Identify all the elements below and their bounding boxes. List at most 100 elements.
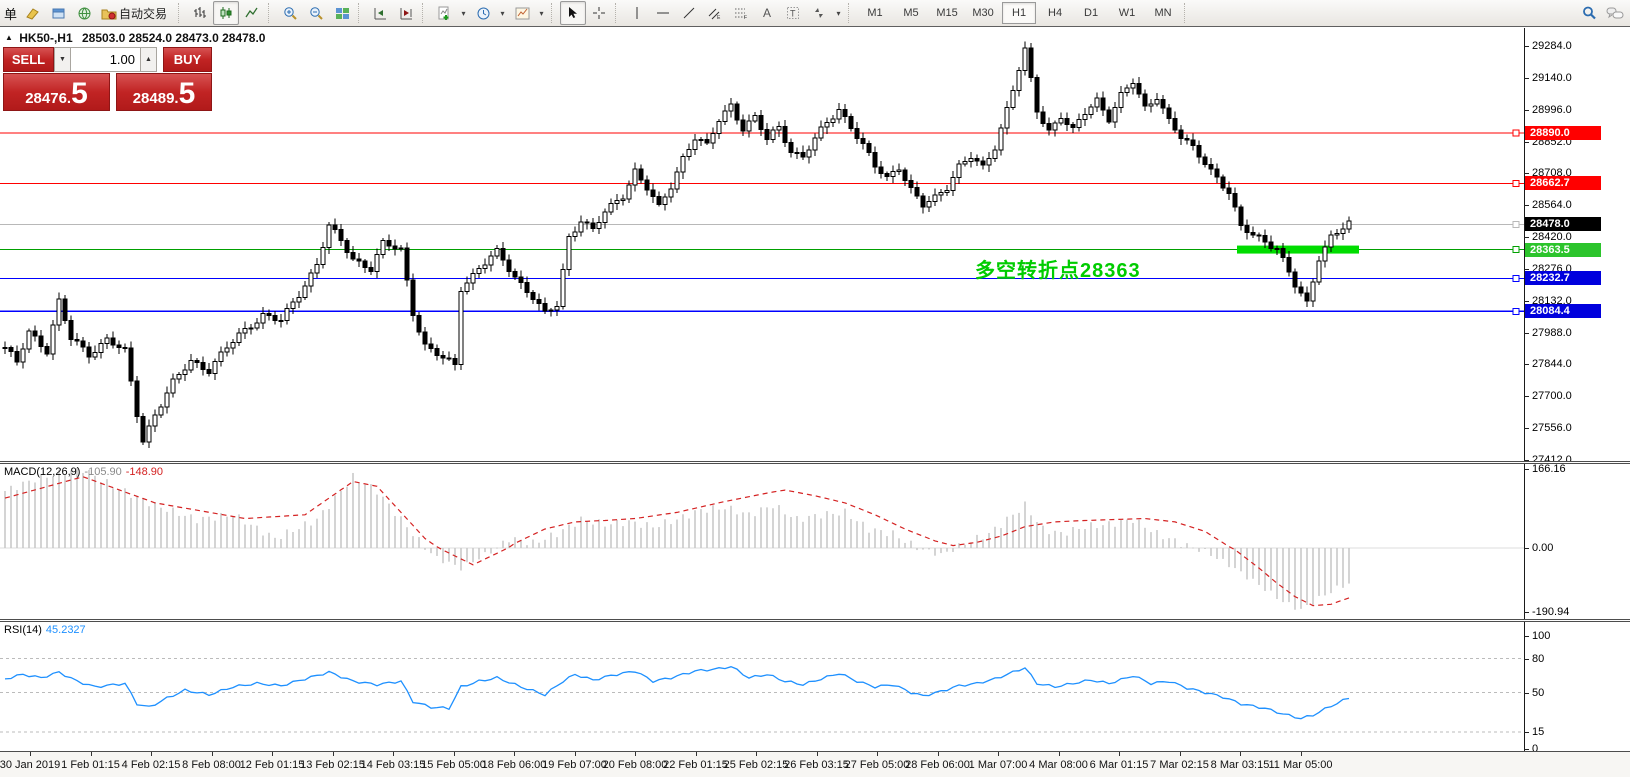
timeframe-d1[interactable]: D1 xyxy=(1084,7,1099,19)
level-price-badge: 28662.7 xyxy=(1525,176,1601,191)
toolbar-separator xyxy=(848,3,854,23)
time-tick-mark xyxy=(151,752,152,756)
time-tick-label: 1 Feb 01:15 xyxy=(61,759,120,771)
rsi-tick-label: 0 xyxy=(1532,743,1539,755)
auto-scroll-button[interactable] xyxy=(367,1,393,25)
time-tick-mark xyxy=(211,752,213,756)
rsi-tick-mark xyxy=(1524,658,1529,660)
time-tick-label: 18 Feb 06:00 xyxy=(481,759,547,771)
templates-dropdown[interactable]: ▾ xyxy=(539,8,544,18)
chart-shift-button[interactable] xyxy=(393,1,419,25)
periods-dropdown[interactable]: ▾ xyxy=(500,8,505,18)
time-tick-label: 8 Feb 08:00 xyxy=(182,759,241,771)
toolbar-separator xyxy=(178,3,184,23)
vertical-line-button[interactable] xyxy=(624,1,650,25)
current-price-badge: 28478.0 xyxy=(1525,217,1601,232)
price-tick-mark xyxy=(1524,46,1529,47)
macd-pane: MACD(12,26,9) -105.90 -148.90 xyxy=(0,464,1630,619)
indicators-dropdown[interactable]: ▾ xyxy=(461,8,466,18)
arrows-dropdown[interactable]: ▾ xyxy=(836,8,841,18)
timeframe-h4[interactable]: H4 xyxy=(1048,7,1063,19)
price-tick-mark xyxy=(1524,77,1529,79)
toolbar-separator xyxy=(1184,3,1190,23)
indicators-button[interactable] xyxy=(431,1,457,25)
macd-tick-label: -190.94 xyxy=(1532,605,1570,618)
globe-icon[interactable] xyxy=(71,1,97,25)
sell-price-main: 28476 xyxy=(25,90,67,107)
collapse-marker-icon[interactable]: ▲ xyxy=(5,33,13,42)
templates-button[interactable] xyxy=(509,1,535,25)
timeframe-m30[interactable]: M30 xyxy=(972,7,994,19)
rsi-tick-label: 15 xyxy=(1532,726,1545,739)
time-tick-label: 19 Feb 07:00 xyxy=(542,759,607,771)
line-chart-button[interactable] xyxy=(239,1,265,25)
sell-button[interactable]: SELL xyxy=(3,47,54,72)
time-tick-mark xyxy=(937,752,939,756)
volume-increase-button[interactable]: ▲ xyxy=(140,47,157,72)
candlestick-chart-button[interactable] xyxy=(213,1,240,25)
buy-price[interactable]: 28489. 5 xyxy=(116,73,212,111)
symbol-period: HK50-,H1 xyxy=(19,31,73,45)
new-order-button[interactable]: 单 xyxy=(4,6,18,22)
svg-text:T: T xyxy=(790,9,796,19)
trendline-button[interactable] xyxy=(676,1,702,25)
buy-button[interactable]: BUY xyxy=(163,47,212,72)
price-tick-mark xyxy=(1524,205,1529,207)
chat-icon[interactable] xyxy=(1602,1,1628,25)
time-tick-mark xyxy=(30,752,31,756)
timeframe-m5[interactable]: M5 xyxy=(903,7,919,19)
buy-price-sep: . xyxy=(174,90,179,107)
timeframe-mn[interactable]: MN xyxy=(1154,7,1172,19)
time-tick-mark xyxy=(90,752,92,756)
rsi-name: RSI(14) xyxy=(4,624,42,636)
fibonacci-button[interactable]: F xyxy=(728,1,754,25)
timeframe-m15[interactable]: M15 xyxy=(936,7,958,19)
crosshair-button[interactable] xyxy=(586,1,612,25)
time-tick-label: 25 Feb 02:15 xyxy=(723,759,789,771)
timeframe-m1[interactable]: M1 xyxy=(867,7,883,19)
time-tick-label: 7 Mar 02:15 xyxy=(1150,759,1209,771)
pane-divider[interactable] xyxy=(0,619,1630,622)
autotrading-icon xyxy=(101,9,117,19)
time-tick-label: 4 Feb 02:15 xyxy=(121,759,181,771)
data-window-icon[interactable] xyxy=(45,1,71,25)
bar-chart-button[interactable] xyxy=(187,1,213,25)
rsi-tick-mark xyxy=(1524,732,1529,734)
price-tick-mark xyxy=(1524,332,1529,334)
price-tick-mark xyxy=(1524,173,1529,175)
timeframe-toolbar: M1 M5 M15 M30 H1 H4 D1 W1 MN xyxy=(857,0,1181,26)
pane-divider[interactable] xyxy=(0,461,1630,464)
sell-price[interactable]: 28476. 5 xyxy=(3,73,110,111)
cursor-button[interactable] xyxy=(560,1,587,25)
autotrading-button[interactable]: 自动交易 xyxy=(97,1,175,25)
search-icon[interactable] xyxy=(1576,1,1602,25)
pivot-annotation: 多空转折点28363 xyxy=(975,259,1141,282)
price-tick-label: 27844.0 xyxy=(1532,358,1572,371)
timeframe-w1[interactable]: W1 xyxy=(1118,7,1136,19)
periods-button[interactable] xyxy=(470,1,496,25)
zoom-in-button[interactable] xyxy=(277,1,303,25)
level-price-badge: 28232.7 xyxy=(1525,271,1601,286)
volume-decrease-button[interactable]: ▼ xyxy=(54,47,71,72)
rsi-value: 45.2327 xyxy=(45,624,86,636)
time-tick-mark xyxy=(1300,752,1302,756)
rsi-tick-label: 50 xyxy=(1532,686,1545,699)
text-label-button[interactable]: T xyxy=(780,1,806,25)
time-tick-mark xyxy=(574,752,576,756)
price-scale[interactable] xyxy=(1524,28,1630,751)
highlighter-icon[interactable] xyxy=(19,1,45,25)
arrows-button[interactable] xyxy=(806,1,832,25)
time-tick-mark xyxy=(1058,752,1060,756)
equidistant-channel-button[interactable]: E xyxy=(702,1,728,25)
time-scale[interactable]: 30 Jan 2019 1 Feb 01:15 4 Feb 02:15 8 Feb 0… xyxy=(0,751,1630,777)
price-tick-mark xyxy=(1524,109,1529,111)
zoom-out-button[interactable] xyxy=(303,1,329,25)
volume-input[interactable]: 1.00 xyxy=(71,47,140,72)
horizontal-line-button[interactable] xyxy=(650,1,676,25)
rsi-tick-mark xyxy=(1524,749,1529,750)
toolbar-separator xyxy=(615,3,621,23)
time-tick-mark xyxy=(1119,752,1120,756)
tile-windows-button[interactable] xyxy=(329,1,355,25)
timeframe-h1[interactable]: H1 xyxy=(1002,2,1037,24)
text-button[interactable]: A xyxy=(763,6,772,20)
